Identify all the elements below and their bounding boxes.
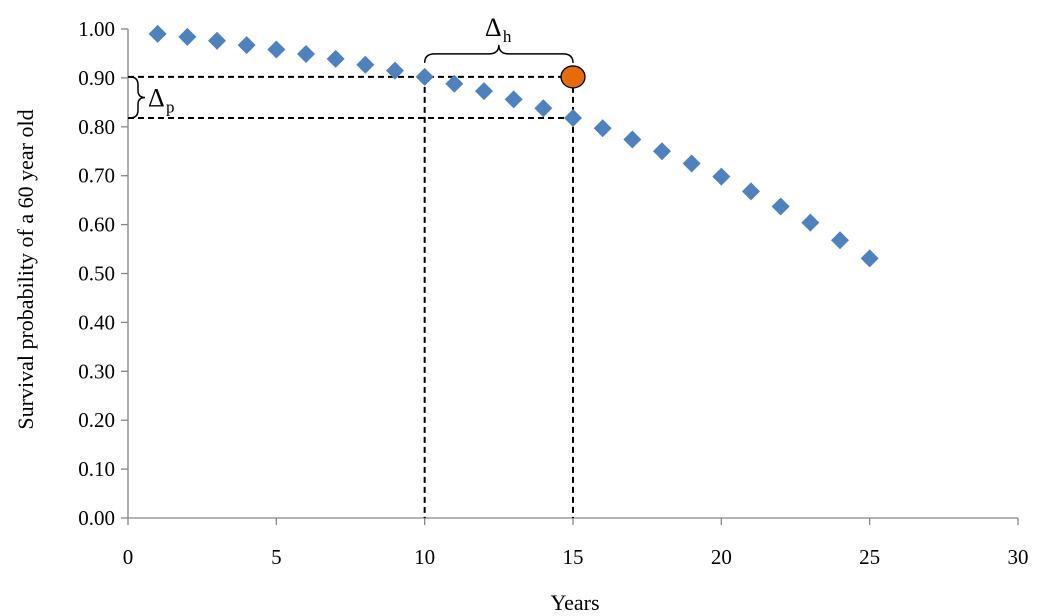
x-tick-label: 5 [271,545,282,569]
data-point [267,40,286,59]
axes: 0.00 0.10 0.20 0.30 0.40 0.50 0.60 0.70 0.80 0.90… [78,17,1028,569]
x-tick-label: 30 [1008,545,1029,569]
data-point [860,249,879,268]
delta-h-label: Δ [485,13,502,42]
y-tick-label: 0.80 [78,115,115,139]
data-point [742,182,760,201]
x-tick-label: 20 [711,545,732,569]
data-point [801,213,820,232]
data-point [386,61,404,80]
y-tick-label: 0.70 [78,164,115,188]
data-point [623,130,642,149]
data-point [178,27,197,46]
delta-p-label: Δ [148,83,165,112]
data-point [297,44,315,63]
delta-h-subscript: h [503,27,512,46]
y-tick-label: 0.30 [78,359,115,383]
y-tick-label: 0.90 [78,66,115,90]
data-point [504,90,523,109]
x-axis-title: Years [550,590,599,615]
y-tick-label: 0.60 [78,213,115,237]
data-points [148,24,879,268]
x-tick-label: 10 [414,545,435,569]
data-point [475,82,493,101]
data-point [771,197,790,216]
delta-p-subscript: p [166,97,175,116]
highlight-point [560,65,586,89]
x-tick-label: 15 [563,545,584,569]
y-tick-label: 0.10 [78,457,115,481]
guide-lines [128,75,574,518]
y-tick-label: 0.40 [78,310,115,334]
x-tick-label: 25 [859,545,880,569]
data-point [831,231,849,250]
y-axis-title: Survival probability of a 60 year old [13,109,38,429]
data-point [445,74,464,93]
data-point [712,167,731,186]
brace-vertical [129,76,146,119]
data-point [564,108,582,127]
data-point [148,24,167,43]
y-tick-label: 1.00 [78,17,115,41]
brace-horizontal [423,44,574,63]
y-tick-label: 0.50 [78,262,115,286]
data-point [682,154,701,173]
data-point [356,55,375,74]
data-point [415,67,434,86]
data-point [237,36,256,55]
data-point [593,119,612,138]
x-tick-label: 0 [123,545,134,569]
data-point [653,142,671,161]
y-tick-label: 0.20 [78,408,115,432]
data-point [208,31,226,50]
data-point [326,49,345,68]
y-tick-label: 0.00 [78,506,115,530]
data-point [534,99,553,118]
